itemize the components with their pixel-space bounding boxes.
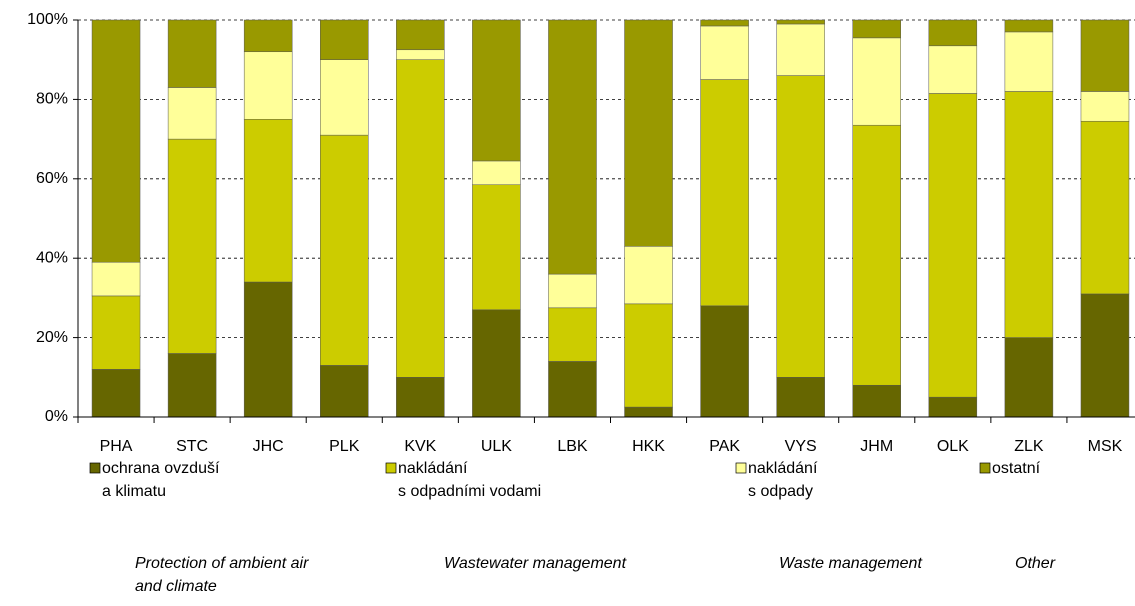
bar-segment: [852, 384, 901, 418]
y-tick-label: 0%: [45, 408, 68, 425]
x-tick-label: KVK: [404, 438, 436, 455]
bar-segment: [700, 79, 749, 307]
legend-translation: Wastewater management: [444, 555, 627, 572]
bar-segment: [243, 51, 293, 120]
bar-segment: [320, 59, 369, 136]
bar-segment: [928, 396, 978, 418]
bar-segment: [396, 19, 445, 51]
x-tick-label: STC: [176, 438, 208, 455]
bar-segment: [243, 19, 293, 53]
bar-segment: [1004, 19, 1054, 33]
bar-segment: [700, 25, 749, 80]
y-tick-label: 100%: [27, 11, 68, 28]
bar-segment: [624, 303, 673, 408]
y-tick-label: 20%: [36, 329, 68, 346]
bar-segment: [852, 124, 901, 386]
bar-segment: [396, 49, 445, 60]
bar-segment: [548, 307, 597, 362]
bar-segment: [624, 246, 673, 305]
y-tick-label: 80%: [36, 91, 68, 108]
bar-segment: [548, 19, 597, 275]
legend-swatch: [89, 462, 101, 474]
legend-label: ostatní: [992, 460, 1041, 477]
legend-translation: Other: [1015, 555, 1056, 572]
x-tick-label: JHC: [253, 438, 284, 455]
bar-segment: [1080, 293, 1130, 418]
bar-segment: [928, 93, 978, 398]
x-tick-label: PLK: [329, 438, 360, 455]
legend-label: nakládání s odpady: [748, 460, 818, 500]
x-tick-label: OLK: [937, 438, 969, 455]
legend-label: nakládání s odpadními vodami: [398, 460, 541, 500]
bar-segment: [548, 273, 597, 309]
x-tick-label: ULK: [481, 438, 512, 455]
bar-segment: [396, 59, 445, 378]
bar-segment: [320, 365, 369, 418]
bar-segment: [167, 353, 217, 418]
bar-segment: [472, 160, 521, 186]
x-tick-label: LBK: [557, 438, 588, 455]
bar-segment: [1080, 19, 1130, 92]
bar-segment: [472, 184, 521, 311]
bar-segment: [700, 19, 749, 27]
bar-segment: [472, 309, 521, 418]
bar-segment: [167, 19, 217, 88]
y-tick-label: 40%: [36, 249, 68, 266]
x-tick-label: PAK: [709, 438, 740, 455]
bar-segment: [776, 19, 825, 25]
bar-segment: [1080, 120, 1130, 295]
bar-segment: [624, 406, 673, 418]
bar-segment: [91, 261, 141, 297]
x-tick-label: HKK: [632, 438, 665, 455]
bar-segment: [928, 19, 978, 47]
bar-segment: [91, 369, 141, 418]
x-tick-label: MSK: [1088, 438, 1123, 455]
bar-segment: [320, 19, 369, 60]
bar-segment: [776, 377, 825, 418]
bar-segment: [243, 119, 293, 283]
bar-segment: [1004, 337, 1054, 418]
legend-swatch: [735, 462, 747, 474]
x-tick-label: PHA: [100, 438, 133, 455]
legend-label: ochrana ovzduší a klimatu: [102, 460, 220, 500]
bar-segment: [472, 19, 521, 162]
bar-segment: [1004, 31, 1054, 92]
x-tick-label: VYS: [785, 438, 817, 455]
bar-segment: [91, 295, 141, 370]
bar-segment: [396, 377, 445, 418]
bar-segment: [852, 19, 901, 39]
bar-segment: [928, 45, 978, 94]
bar-segment: [1004, 91, 1054, 338]
legend-swatch: [385, 462, 397, 474]
bar-segment: [167, 87, 217, 140]
bar-segment: [548, 361, 597, 418]
bar-segment: [624, 19, 673, 247]
legend-translation: Protection of ambient air and climate: [135, 555, 309, 595]
bar-segment: [1080, 91, 1130, 122]
bar-segment: [91, 19, 141, 263]
bar-segment: [167, 138, 217, 354]
legend-swatch: [979, 462, 991, 474]
bar-segment: [776, 75, 825, 378]
bar-segment: [776, 23, 825, 76]
y-tick-label: 60%: [36, 170, 68, 187]
bar-segment: [243, 281, 293, 418]
x-tick-label: ZLK: [1014, 438, 1044, 455]
bar-segment: [700, 305, 749, 418]
x-tick-label: JHM: [860, 438, 893, 455]
bar-segment: [320, 134, 369, 366]
legend-translation: Waste management: [779, 555, 922, 572]
bar-segment: [852, 37, 901, 126]
